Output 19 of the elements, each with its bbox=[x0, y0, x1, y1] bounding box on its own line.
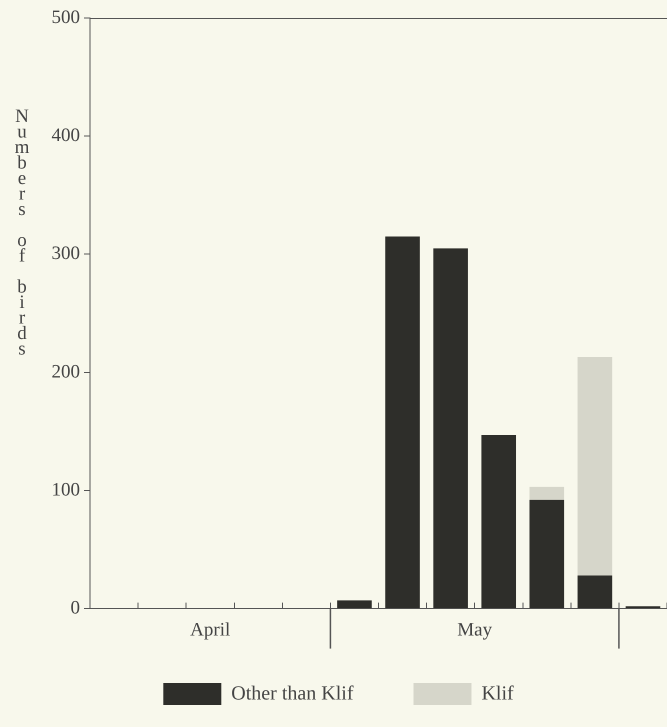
y-tick-label: 500 bbox=[52, 6, 80, 28]
y-tick-label: 0 bbox=[70, 598, 80, 619]
bar bbox=[433, 248, 468, 608]
bar bbox=[578, 576, 612, 608]
y-tick-label: 200 bbox=[52, 361, 80, 382]
y-tick-label: 100 bbox=[52, 479, 80, 500]
bar bbox=[578, 357, 612, 576]
legend-label: Klif bbox=[481, 682, 514, 704]
text: Numbers of birds bbox=[14, 106, 30, 360]
y-tick-label: 300 bbox=[52, 243, 80, 264]
text: April bbox=[190, 620, 230, 641]
bar bbox=[529, 500, 564, 608]
y-tick-label: 400 bbox=[52, 125, 80, 146]
bar bbox=[481, 434, 516, 608]
bar bbox=[529, 486, 564, 500]
bar bbox=[385, 236, 420, 608]
text: May bbox=[457, 620, 493, 641]
bar bbox=[337, 600, 372, 608]
legend-label: Other than Klif bbox=[231, 682, 354, 704]
